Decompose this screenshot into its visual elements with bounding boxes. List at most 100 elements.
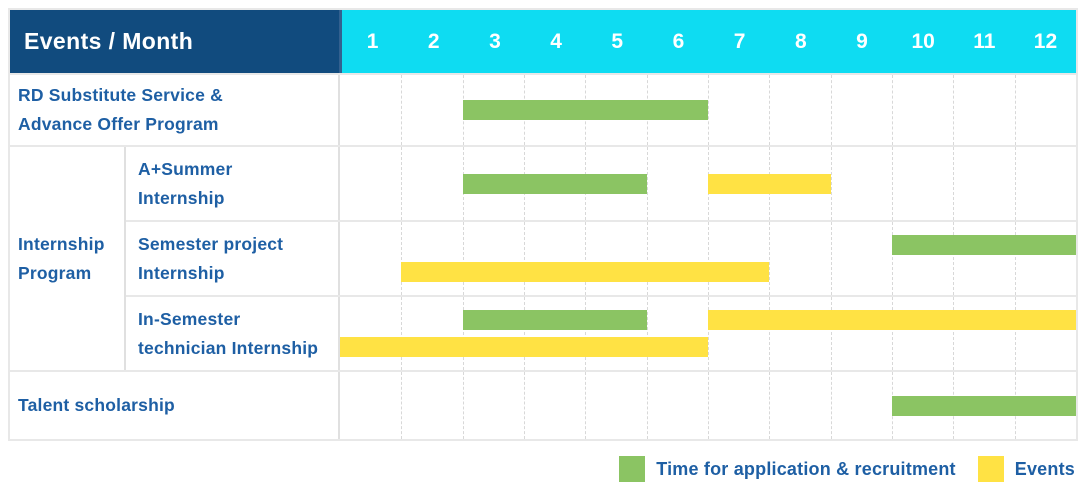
legend-label: Events <box>1014 458 1075 479</box>
month-gridline <box>892 147 893 220</box>
bar-events <box>708 310 1076 330</box>
row-label-line: In-Semester <box>138 308 241 329</box>
legend: Time for application & recruitment Events <box>619 456 1075 482</box>
month-gridline <box>708 372 709 439</box>
row-timeline <box>340 75 1076 145</box>
month-gridline <box>462 297 464 370</box>
row-label-line: A+Summer <box>138 158 233 179</box>
subrow-label-cell: A+Summer Internship <box>126 147 340 220</box>
month-gridline <box>462 372 464 439</box>
month-gridline <box>524 222 525 295</box>
month-gridline <box>708 297 709 370</box>
month-header-4: 4 <box>550 29 562 53</box>
row-timeline <box>340 372 1076 439</box>
month-gridline <box>401 297 403 370</box>
month-header-8: 8 <box>794 29 807 53</box>
month-header-2: 2 <box>427 29 440 53</box>
row-label-line: Advance Offer Program <box>18 114 219 134</box>
month-header-11: 11 <box>973 29 996 53</box>
bar-application-recruitment <box>892 235 1076 255</box>
month-gridline <box>708 222 709 295</box>
month-gridline <box>769 297 771 370</box>
month-gridline <box>953 147 955 220</box>
group-label-cell: Internship Program <box>10 147 126 370</box>
month-gridline <box>830 222 832 295</box>
row-label-line: Program <box>18 262 92 283</box>
month-gridline <box>769 75 771 145</box>
month-gridline <box>830 147 832 220</box>
row-label-cell: RD Substitute Service & Advance Offer Pro… <box>10 75 340 145</box>
row-label-line: RD Substitute Service & <box>18 85 223 105</box>
row-label-line: Semester project <box>138 233 284 254</box>
month-gridline <box>769 222 771 295</box>
month-header-6: 6 <box>672 29 685 53</box>
month-gridline <box>646 297 648 370</box>
month-gridline <box>1014 297 1016 370</box>
row-label-line: technician Internship <box>138 337 319 358</box>
month-gridline <box>708 75 709 145</box>
month-gridline <box>830 297 832 370</box>
group-subrows: A+Summer Internship Semester project Intern… <box>126 147 1076 370</box>
month-gridline <box>401 75 403 145</box>
row-label-line: Talent scholarship <box>18 395 175 415</box>
month-gridline <box>524 372 525 439</box>
bar-application-recruitment <box>892 395 1076 416</box>
subrow-label-cell: In-Semester technician Internship <box>126 297 340 370</box>
month-header-cells: 1 2 3 4 5 6 7 8 9 10 11 12 <box>342 10 1076 73</box>
table-subrow: Semester project Internship <box>126 220 1076 295</box>
month-gridline <box>953 222 955 295</box>
month-header-5: 5 <box>611 29 624 53</box>
month-gridline <box>401 372 403 439</box>
row-timeline <box>340 297 1076 370</box>
table-row: Talent scholarship <box>10 370 1076 439</box>
month-gridline <box>892 75 893 145</box>
month-gridline <box>1014 222 1016 295</box>
table-group-row: Internship Program A+Summer Internship Semes… <box>10 145 1076 370</box>
month-gridline <box>892 297 893 370</box>
table-subrow: In-Semester technician Internship <box>126 295 1076 370</box>
month-header-10: 10 <box>911 29 935 53</box>
month-gridline <box>769 372 771 439</box>
month-gridline <box>830 75 832 145</box>
row-timeline <box>340 222 1076 295</box>
month-gridline <box>646 372 648 439</box>
month-gridline <box>585 297 587 370</box>
table-body: RD Substitute Service & Advance Offer Pro… <box>10 73 1076 439</box>
month-header-7: 7 <box>733 29 746 53</box>
month-header-9: 9 <box>856 29 868 53</box>
month-gridline <box>953 297 955 370</box>
month-gridline <box>1014 75 1016 145</box>
month-gridline <box>1014 147 1016 220</box>
month-gridline <box>401 147 403 220</box>
row-timeline <box>340 147 1076 220</box>
legend-label: Time for application & recruitment <box>656 458 956 479</box>
month-gridline <box>524 297 525 370</box>
month-header-1: 1 <box>366 29 379 53</box>
month-gridline <box>830 372 832 439</box>
month-gridline <box>892 222 893 295</box>
table-row: RD Substitute Service & Advance Offer Pro… <box>10 73 1076 145</box>
row-label-cell: Talent scholarship <box>10 372 340 439</box>
month-header-3: 3 <box>489 29 501 53</box>
bar-application-recruitment <box>462 173 647 194</box>
subrow-label-cell: Semester project Internship <box>126 222 340 295</box>
row-label-line: Internship <box>18 233 105 254</box>
month-gridline <box>462 222 464 295</box>
month-gridline <box>585 372 587 439</box>
month-gridline <box>953 75 955 145</box>
table-header-row: Events / Month 1 2 3 4 5 6 7 8 9 10 11 12 <box>10 10 1076 73</box>
application-swatch-icon <box>619 456 646 482</box>
month-gridline <box>401 222 403 295</box>
legend-item-application: Time for application & recruitment <box>619 456 956 482</box>
month-header-12: 12 <box>1033 29 1058 53</box>
events-swatch-icon <box>977 456 1004 482</box>
month-gridline <box>585 222 587 295</box>
bar-events <box>401 262 770 282</box>
legend-item-events: Events <box>977 456 1075 482</box>
month-gridline <box>646 222 648 295</box>
bar-application-recruitment <box>462 310 647 330</box>
row-label-line: Internship <box>138 262 225 283</box>
events-month-header-cell: Events / Month <box>10 10 342 73</box>
bar-events <box>708 173 831 194</box>
gantt-table: Events / Month 1 2 3 4 5 6 7 8 9 10 11 12 RD Substi… <box>8 8 1078 441</box>
